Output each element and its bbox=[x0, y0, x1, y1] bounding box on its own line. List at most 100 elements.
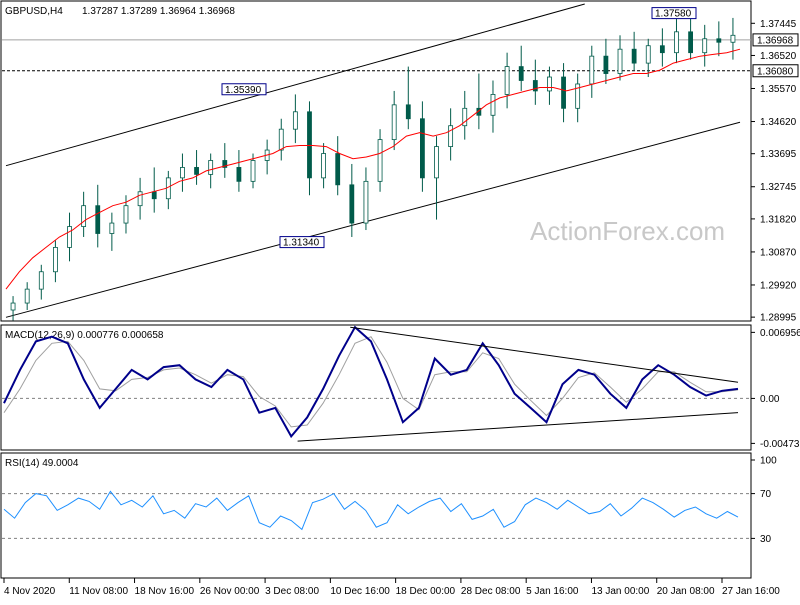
candle-body bbox=[180, 167, 185, 179]
reference-level-tag: 1.36080 bbox=[752, 64, 799, 78]
x-tick-label: 5 Jan 16:00 bbox=[526, 586, 579, 597]
candle-body bbox=[236, 167, 242, 182]
candle-body bbox=[208, 160, 214, 175]
candle-body bbox=[363, 180, 369, 224]
price-y-axis: 1.37445 1.36520 1.35570 1.34620 1.33695 1.327… bbox=[751, 19, 799, 324]
candle bbox=[532, 59, 538, 105]
rsi-y-tick-label: 100 bbox=[760, 456, 777, 467]
candle-body bbox=[603, 55, 609, 74]
candle-body bbox=[10, 302, 16, 311]
price-y-tick-label: 1.37445 bbox=[760, 19, 797, 30]
candle bbox=[180, 153, 185, 192]
candle bbox=[95, 184, 101, 248]
candle bbox=[659, 28, 665, 67]
price-y-tick-label: 1.36520 bbox=[760, 51, 797, 62]
candle-body bbox=[151, 191, 157, 200]
candle-body bbox=[659, 45, 665, 54]
candle bbox=[222, 143, 228, 178]
candle-body bbox=[95, 205, 101, 234]
candle-body bbox=[702, 38, 708, 54]
macd-y-tick-label: 0.00 bbox=[760, 394, 780, 405]
price-y-tick-label: 1.32745 bbox=[760, 182, 797, 193]
candle bbox=[194, 150, 199, 185]
price-annotation-box bbox=[651, 7, 697, 20]
x-tick-label: 4 Nov 2020 bbox=[4, 586, 56, 597]
candle bbox=[53, 240, 58, 283]
candle bbox=[137, 177, 143, 220]
macd-panel-title: MACD(12,26,9) 0.000776 0.000658 bbox=[5, 330, 164, 341]
candle-body bbox=[24, 288, 30, 304]
price-reference-lines bbox=[2, 39, 751, 72]
candle bbox=[307, 101, 312, 196]
last-price-tag: 1.36968 bbox=[752, 33, 799, 47]
candle bbox=[716, 21, 722, 57]
candle-body bbox=[137, 191, 143, 207]
reference-level-tag-text: 1.36080 bbox=[757, 66, 794, 77]
candle bbox=[123, 195, 129, 234]
macd-y-axis: 0.006956 0.00 -0.004736 bbox=[751, 328, 800, 450]
candle bbox=[335, 136, 341, 196]
candle-body bbox=[405, 104, 411, 120]
candle-body bbox=[335, 153, 341, 186]
rsi-y-axis: 100 70 30 bbox=[751, 456, 777, 545]
candle-body bbox=[617, 48, 623, 74]
candle-body bbox=[81, 205, 87, 227]
x-tick-label: 3 Dec 08:00 bbox=[265, 586, 319, 597]
price-annotation-text: 1.31340 bbox=[283, 238, 320, 249]
candle bbox=[38, 264, 44, 300]
price-y-tick-label: 1.29920 bbox=[760, 280, 797, 291]
candle bbox=[504, 52, 510, 109]
candle bbox=[236, 150, 242, 192]
x-tick-label: 28 Dec 08:00 bbox=[461, 586, 521, 597]
channel-line-0 bbox=[5, 3, 585, 167]
candle-body bbox=[547, 76, 552, 92]
candle bbox=[434, 136, 439, 220]
candle bbox=[349, 163, 355, 237]
candle-body bbox=[575, 83, 581, 109]
candle-body bbox=[292, 111, 298, 130]
candle-body bbox=[716, 38, 722, 43]
channel-line-1 bbox=[5, 121, 741, 318]
x-tick-label: 20 Jan 08:00 bbox=[657, 586, 715, 597]
candle-body bbox=[490, 94, 496, 116]
candle-body bbox=[730, 34, 736, 43]
candle bbox=[250, 153, 256, 189]
candle bbox=[321, 143, 326, 189]
candle bbox=[730, 17, 736, 60]
candle bbox=[688, 14, 693, 60]
candle bbox=[518, 45, 524, 91]
price-y-tick-label: 1.35570 bbox=[760, 84, 797, 95]
price-annotations: 1.35390 1.31340 1.37580 bbox=[221, 7, 697, 249]
rsi-y-tick-label: 70 bbox=[760, 489, 772, 500]
candle-body bbox=[561, 76, 566, 109]
price-annotation-text: 1.35390 bbox=[225, 85, 262, 96]
x-tick-label: 18 Nov 16:00 bbox=[135, 586, 195, 597]
candle-body bbox=[278, 128, 284, 151]
candle-body bbox=[589, 55, 595, 85]
candle-body bbox=[222, 160, 228, 168]
price-y-tick-label: 1.34620 bbox=[760, 117, 797, 128]
price-annotation: 1.35390 bbox=[221, 83, 267, 96]
macd-panel: MACD(12,26,9) 0.000776 0.000658 0.006956… bbox=[0, 324, 800, 451]
price-y-tick-label: 1.31820 bbox=[760, 214, 797, 225]
price-y-tick-label: 1.30870 bbox=[760, 247, 797, 258]
macd-panel-frame bbox=[0, 324, 752, 451]
candle-body bbox=[194, 167, 199, 175]
macd-main-line bbox=[3, 325, 739, 439]
x-tick-label: 13 Jan 00:00 bbox=[591, 586, 649, 597]
price-annotation: 1.31340 bbox=[279, 236, 325, 249]
x-tick-label: 27 Jan 16:00 bbox=[722, 586, 780, 597]
last-price-tag-text: 1.36968 bbox=[757, 35, 794, 46]
candle bbox=[67, 212, 72, 262]
candle-body bbox=[420, 118, 425, 179]
candle bbox=[645, 38, 651, 78]
rsi-panel: RSI(14) 49.0004 100 70 30 bbox=[0, 452, 777, 579]
x-tick-label: 18 Dec 00:00 bbox=[396, 586, 456, 597]
candle-body bbox=[674, 31, 679, 54]
candle-body bbox=[518, 66, 524, 81]
candle bbox=[292, 94, 298, 144]
candle bbox=[561, 63, 566, 123]
candle bbox=[547, 66, 552, 105]
moving-average-line bbox=[5, 48, 741, 290]
